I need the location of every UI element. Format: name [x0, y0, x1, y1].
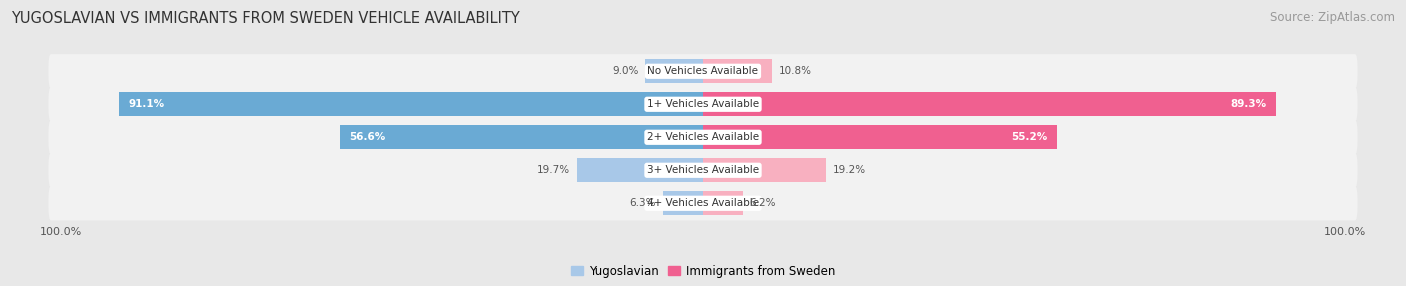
Bar [576, 158, 703, 182]
Text: 1+ Vehicles Available: 1+ Vehicles Available [647, 99, 759, 109]
Text: 91.1%: 91.1% [128, 99, 165, 109]
Text: 4+ Vehicles Available: 4+ Vehicles Available [647, 198, 759, 208]
Text: 89.3%: 89.3% [1230, 99, 1267, 109]
Bar [703, 125, 1057, 149]
Bar [340, 125, 703, 149]
Text: 19.2%: 19.2% [832, 165, 866, 175]
FancyBboxPatch shape [48, 120, 1358, 154]
Bar [118, 92, 703, 116]
Bar [703, 158, 827, 182]
Bar [703, 92, 1275, 116]
Text: 6.2%: 6.2% [749, 198, 776, 208]
FancyBboxPatch shape [48, 87, 1358, 122]
Text: 19.7%: 19.7% [537, 165, 571, 175]
Legend: Yugoslavian, Immigrants from Sweden: Yugoslavian, Immigrants from Sweden [567, 260, 839, 282]
Text: 6.3%: 6.3% [630, 198, 657, 208]
FancyBboxPatch shape [48, 186, 1358, 221]
Bar [703, 191, 742, 215]
Text: 10.8%: 10.8% [779, 66, 811, 76]
Text: 2+ Vehicles Available: 2+ Vehicles Available [647, 132, 759, 142]
Text: 56.6%: 56.6% [350, 132, 385, 142]
FancyBboxPatch shape [48, 54, 1358, 88]
Bar [662, 191, 703, 215]
Text: 9.0%: 9.0% [613, 66, 638, 76]
Text: Source: ZipAtlas.com: Source: ZipAtlas.com [1270, 11, 1395, 24]
Bar [703, 59, 772, 83]
FancyBboxPatch shape [48, 153, 1358, 187]
Text: 3+ Vehicles Available: 3+ Vehicles Available [647, 165, 759, 175]
Text: No Vehicles Available: No Vehicles Available [648, 66, 758, 76]
Text: YUGOSLAVIAN VS IMMIGRANTS FROM SWEDEN VEHICLE AVAILABILITY: YUGOSLAVIAN VS IMMIGRANTS FROM SWEDEN VE… [11, 11, 520, 26]
Bar [645, 59, 703, 83]
Text: 55.2%: 55.2% [1011, 132, 1047, 142]
